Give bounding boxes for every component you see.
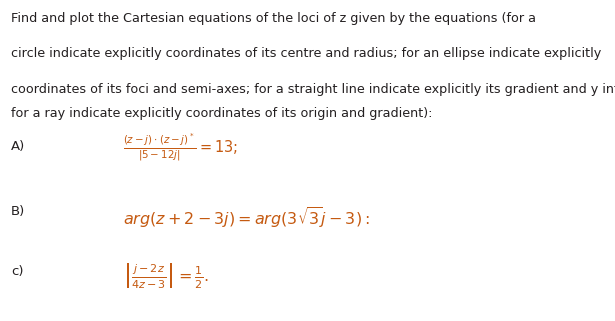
Text: Find and plot the Cartesian equations of the loci of z given by the equations (f: Find and plot the Cartesian equations of… (11, 12, 536, 25)
Text: coordinates of its foci and semi-axes; for a straight line indicate explicitly i: coordinates of its foci and semi-axes; f… (11, 83, 615, 96)
Text: $\mathit{arg}(z + 2 - 3j) = \mathit{arg}(3\sqrt{3}j - 3):$: $\mathit{arg}(z + 2 - 3j) = \mathit{arg}… (123, 205, 370, 230)
Text: circle indicate explicitly coordinates of its centre and radius; for an ellipse : circle indicate explicitly coordinates o… (11, 47, 601, 59)
Text: for a ray indicate explicitly coordinates of its origin and gradient):: for a ray indicate explicitly coordinate… (11, 107, 432, 119)
Text: $\left|\frac{j-2z}{4z-3}\right| = \frac{1}{2}.$: $\left|\frac{j-2z}{4z-3}\right| = \frac{… (123, 262, 209, 291)
Text: A): A) (11, 140, 25, 152)
Text: $\frac{(z-j)\cdot(z-j)^*}{|5-12j|} = 13;$: $\frac{(z-j)\cdot(z-j)^*}{|5-12j|} = 13;… (123, 132, 238, 163)
Text: c): c) (11, 265, 23, 278)
Text: B): B) (11, 205, 25, 218)
